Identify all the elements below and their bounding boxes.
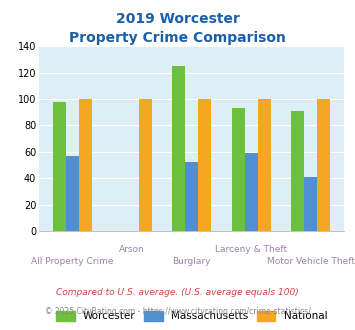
Bar	[79, 99, 92, 231]
Bar	[139, 99, 152, 231]
Bar	[245, 153, 258, 231]
Text: Larceny & Theft: Larceny & Theft	[215, 245, 287, 254]
Bar	[231, 108, 245, 231]
Text: Burglary: Burglary	[173, 257, 211, 266]
Bar	[53, 102, 66, 231]
Bar	[66, 156, 79, 231]
Bar	[317, 99, 331, 231]
Bar	[172, 66, 185, 231]
Text: All Property Crime: All Property Crime	[31, 257, 114, 266]
Bar	[304, 177, 317, 231]
Bar	[185, 162, 198, 231]
Text: Property Crime Comparison: Property Crime Comparison	[69, 31, 286, 45]
Text: Compared to U.S. average. (U.S. average equals 100): Compared to U.S. average. (U.S. average …	[56, 287, 299, 297]
Bar	[291, 111, 304, 231]
Text: © 2025 CityRating.com - https://www.cityrating.com/crime-statistics/: © 2025 CityRating.com - https://www.city…	[45, 307, 310, 316]
Legend: Worcester, Massachusetts, National: Worcester, Massachusetts, National	[52, 307, 332, 326]
Text: Motor Vehicle Theft: Motor Vehicle Theft	[267, 257, 355, 266]
Text: Arson: Arson	[119, 245, 145, 254]
Text: 2019 Worcester: 2019 Worcester	[116, 12, 239, 25]
Bar	[198, 99, 211, 231]
Bar	[258, 99, 271, 231]
